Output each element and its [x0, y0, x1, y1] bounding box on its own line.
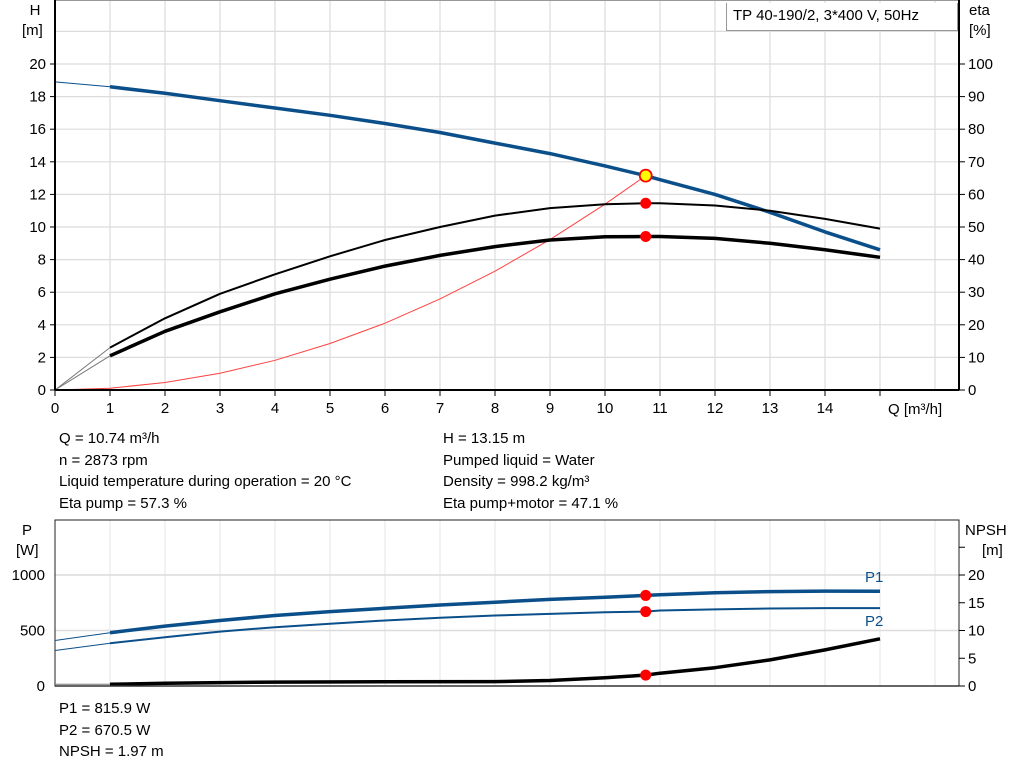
- info-p1: P1 = 815.9 W: [59, 700, 151, 717]
- x-tick-label: 1: [106, 400, 114, 417]
- bottom-grid: [54, 519, 960, 687]
- h-axis-label: H: [28, 0, 42, 21]
- chart-title-box: TP 40-190/2, 3*400 V, 50Hz: [726, 3, 958, 31]
- y-tick-label-left: 0: [38, 382, 46, 399]
- info-temperature: Liquid temperature during operation = 20…: [59, 473, 352, 490]
- info-bottom: P1 = 815.9 W P2 = 670.5 W NPSH = 1.97 m: [59, 700, 164, 765]
- npsh-tick-label: 15: [968, 595, 985, 612]
- q-axis-label: Q [m³/h]: [888, 401, 943, 418]
- y-tick-label-right: 10: [968, 349, 985, 366]
- eta-pump-motor-point: [640, 230, 652, 242]
- system-curve: [54, 175, 646, 391]
- x-tick-label: 10: [597, 400, 614, 417]
- h-label: H: [29, 2, 41, 19]
- p2-series-label: P2: [865, 613, 884, 630]
- x-tick-label: 6: [381, 400, 389, 417]
- p-tick-label: 500: [20, 623, 45, 640]
- y-tick-label-left: 6: [38, 284, 46, 301]
- y-tick-label-right: 60: [968, 186, 985, 203]
- y-tick-label-right: 90: [968, 89, 985, 106]
- y-tick-label-right: 70: [968, 154, 985, 171]
- p-tick-label: 1000: [12, 567, 45, 584]
- info-left: Q = 10.74 m³/h n = 2873 rpm Liquid tempe…: [59, 430, 351, 516]
- head-curve: [109, 85, 881, 252]
- npsh-tick-label: 5: [968, 650, 976, 667]
- x-tick-label: 8: [491, 400, 499, 417]
- eta-pump-motor-curve: [109, 234, 881, 358]
- y-tick-label-left: 20: [29, 56, 46, 73]
- npsh-point: [640, 669, 652, 681]
- info-p2: P2 = 670.5 W: [59, 721, 151, 739]
- p1-series-label: P1: [865, 569, 884, 586]
- eta-pump-motor-curve-extension: [54, 355, 111, 391]
- h-unit-label: [m]: [22, 22, 43, 39]
- x-tick-label: 5: [326, 400, 334, 417]
- x-tick-label: 9: [546, 400, 554, 417]
- info-right: H = 13.15 m Pumped liquid = Water Densit…: [443, 430, 618, 516]
- info-liquid: Pumped liquid = Water: [443, 451, 595, 469]
- y-tick-label-left: 14: [29, 154, 46, 171]
- p2-curve: [109, 607, 880, 645]
- y-tick-label-right: 100: [968, 56, 993, 73]
- info-speed: n = 2873 rpm: [59, 451, 148, 469]
- npsh-tick-label: 0: [968, 678, 976, 695]
- p1-curve: [109, 589, 881, 635]
- p1-point: [640, 589, 652, 601]
- y-tick-label-right: 50: [968, 219, 985, 236]
- p1-curve-extension: [54, 632, 111, 641]
- y-tick-label-left: 18: [29, 89, 46, 106]
- head-curve-extension: [54, 81, 111, 88]
- duty-point: [638, 168, 653, 183]
- p2-curve-extension: [54, 642, 111, 651]
- y-tick-label-left: 8: [38, 252, 46, 269]
- y-tick-label-right: 40: [968, 252, 985, 269]
- x-tick-label: 4: [271, 400, 279, 417]
- p-unit-label: [W]: [16, 542, 39, 559]
- npsh-curve: [109, 637, 881, 687]
- p-tick-label: 0: [37, 678, 45, 695]
- x-tick-label: 14: [817, 400, 834, 417]
- npsh-tick-label: 10: [968, 623, 985, 640]
- chart-title: TP 40-190/2, 3*400 V, 50Hz: [733, 7, 919, 24]
- eta-pump-curve: [109, 202, 881, 349]
- p2-point: [640, 606, 652, 618]
- y-tick-label-right: 80: [968, 121, 985, 138]
- x-tick-label: 11: [652, 400, 668, 417]
- y-tick-label-right: 30: [968, 284, 985, 301]
- y-tick-label-left: 4: [38, 317, 46, 334]
- eta-axis-label: eta: [969, 2, 990, 19]
- y-tick-label-right: 0: [968, 382, 976, 399]
- axes: 0 1 2 3 4 5 6 7 8 9 10 11 12 13 1402468101214161820010…: [12, 0, 993, 695]
- y-tick-label-left: 16: [29, 121, 46, 138]
- info-eta-pump-motor: Eta pump+motor = 47.1 %: [443, 494, 619, 512]
- x-tick-label: 2: [161, 400, 169, 417]
- info-head: H = 13.15 m: [443, 430, 526, 447]
- eta-pump-curve-extension: [54, 347, 111, 391]
- npsh-tick-label: 20: [968, 567, 985, 584]
- info-flow: Q = 10.74 m³/h: [59, 430, 160, 447]
- y-tick-label-left: 12: [29, 186, 46, 203]
- x-tick-label: 12: [707, 400, 724, 417]
- info-density: Density = 998.2 kg/m³: [443, 473, 590, 490]
- x-tick-label: 7: [436, 400, 444, 417]
- top-grid: [54, 0, 960, 391]
- info-eta-pump: Eta pump = 57.3 %: [59, 494, 187, 512]
- info-npsh: NPSH = 1.97 m: [59, 743, 164, 760]
- p-axis-label: P: [22, 522, 33, 539]
- y-tick-label-left: 10: [29, 219, 46, 236]
- y-tick-label-left: 2: [38, 349, 46, 366]
- x-tick-label: 0: [51, 400, 59, 417]
- x-tick-label: 13: [762, 400, 779, 417]
- eta-unit-label: [%]: [969, 22, 991, 39]
- npsh-axis-label: NPSH: [965, 522, 1007, 539]
- eta-pump-point: [640, 197, 652, 209]
- curves: [54, 81, 881, 687]
- npsh-unit-label: [m]: [982, 542, 1003, 559]
- operating-points: [638, 168, 653, 681]
- top-plot-frame: [54, 0, 960, 391]
- x-tick-label: 3: [216, 400, 224, 417]
- y-tick-label-right: 20: [968, 317, 985, 334]
